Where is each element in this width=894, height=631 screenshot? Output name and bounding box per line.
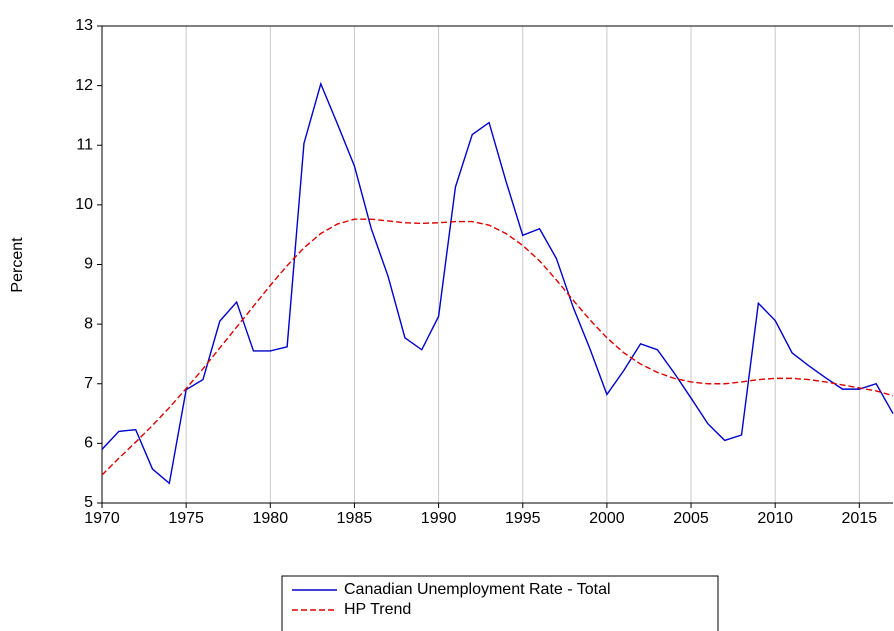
y-tick-label: 7 bbox=[84, 375, 93, 392]
series-line bbox=[101, 81, 894, 485]
x-tick-label: 2005 bbox=[673, 510, 709, 527]
y-tick-label: 8 bbox=[84, 315, 93, 332]
y-tick-label: 13 bbox=[75, 17, 93, 34]
x-tick-label: 1995 bbox=[505, 510, 541, 527]
y-tick-label: 5 bbox=[84, 494, 93, 511]
x-tick-label: 1990 bbox=[421, 510, 457, 527]
x-tick-label: 1970 bbox=[84, 510, 120, 527]
legend-label: Canadian Unemployment Rate - Total bbox=[344, 581, 611, 598]
x-tick-label: 1985 bbox=[337, 510, 373, 527]
y-tick-label: 11 bbox=[76, 136, 93, 153]
x-tick-label: 1980 bbox=[253, 510, 289, 527]
y-tick-label: 10 bbox=[75, 196, 93, 213]
x-tick-label: 2010 bbox=[757, 510, 793, 527]
x-tick-label: 1975 bbox=[168, 510, 204, 527]
series-line bbox=[101, 218, 894, 476]
x-tick-label: 2000 bbox=[589, 510, 625, 527]
x-tick-label: 2015 bbox=[842, 510, 878, 527]
y-tick-label: 12 bbox=[75, 77, 93, 94]
y-tick-label: 9 bbox=[84, 256, 93, 273]
y-tick-label: 6 bbox=[84, 435, 93, 452]
legend-label: HP Trend bbox=[344, 601, 411, 618]
axis-frame bbox=[101, 25, 893, 504]
legend-box bbox=[281, 575, 719, 631]
y-axis-label: Percent bbox=[9, 237, 26, 293]
